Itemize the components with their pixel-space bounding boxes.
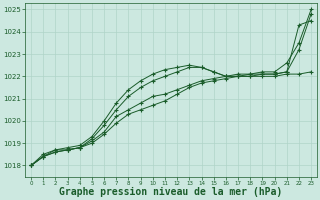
X-axis label: Graphe pression niveau de la mer (hPa): Graphe pression niveau de la mer (hPa) xyxy=(60,187,283,197)
